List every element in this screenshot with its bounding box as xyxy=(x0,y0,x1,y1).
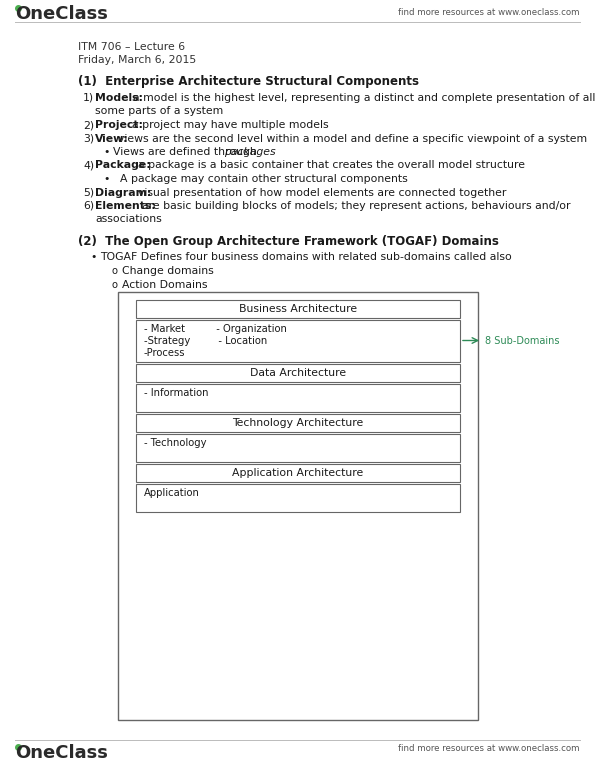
Text: a project may have multiple models: a project may have multiple models xyxy=(132,120,328,130)
Text: 1): 1) xyxy=(83,93,94,103)
Text: Action Domains: Action Domains xyxy=(122,280,208,290)
Text: (1)  Enterprise Architecture Structural Components: (1) Enterprise Architecture Structural C… xyxy=(78,75,419,88)
Text: ITM 706 – Lecture 6: ITM 706 – Lecture 6 xyxy=(78,42,185,52)
Bar xyxy=(136,383,460,411)
Text: o: o xyxy=(112,266,118,276)
Text: associations: associations xyxy=(95,215,162,225)
Text: Project:: Project: xyxy=(95,120,143,130)
Bar xyxy=(118,292,478,720)
Text: find more resources at www.oneclass.com: find more resources at www.oneclass.com xyxy=(399,8,580,17)
Text: Data Architecture: Data Architecture xyxy=(250,367,346,377)
Text: •: • xyxy=(103,147,109,157)
Text: OneClass: OneClass xyxy=(15,5,108,23)
Bar xyxy=(136,413,460,431)
Text: are basic building blocks of models; they represent actions, behaviours and/or: are basic building blocks of models; the… xyxy=(142,201,571,211)
Text: -Process: -Process xyxy=(144,349,186,359)
Text: 6): 6) xyxy=(83,201,94,211)
Text: 2): 2) xyxy=(83,120,94,130)
Bar xyxy=(136,300,460,317)
Bar xyxy=(136,464,460,481)
Text: 3): 3) xyxy=(83,133,94,143)
Text: Application Architecture: Application Architecture xyxy=(233,467,364,477)
Text: Views are defined through: Views are defined through xyxy=(113,147,260,157)
Text: - Technology: - Technology xyxy=(144,438,206,448)
Bar xyxy=(136,434,460,461)
Text: Diagram:: Diagram: xyxy=(95,188,151,197)
Text: Application: Application xyxy=(144,488,200,498)
Text: 8 Sub-Domains: 8 Sub-Domains xyxy=(485,336,559,346)
Text: Models:: Models: xyxy=(95,93,143,103)
Text: Technology Architecture: Technology Architecture xyxy=(233,417,364,427)
Text: Elements:: Elements: xyxy=(95,201,156,211)
Text: views are the second level within a model and define a specific viewpoint of a s: views are the second level within a mode… xyxy=(118,133,587,143)
Text: TOGAF Defines four business domains with related sub-domains called also: TOGAF Defines four business domains with… xyxy=(100,253,512,263)
Text: Package:: Package: xyxy=(95,160,151,170)
Text: View:: View: xyxy=(95,133,129,143)
Text: visual presentation of how model elements are connected together: visual presentation of how model element… xyxy=(138,188,506,197)
Text: A package may contain other structural components: A package may contain other structural c… xyxy=(120,174,408,184)
Bar xyxy=(136,484,460,511)
Text: packages: packages xyxy=(224,147,275,157)
Bar xyxy=(136,320,460,361)
Text: some parts of a system: some parts of a system xyxy=(95,106,223,116)
Text: o: o xyxy=(112,280,118,290)
Text: Change domains: Change domains xyxy=(122,266,214,276)
Text: - Information: - Information xyxy=(144,389,208,399)
Text: 5): 5) xyxy=(83,188,94,197)
Text: 4): 4) xyxy=(83,160,94,170)
Text: - Market          - Organization: - Market - Organization xyxy=(144,324,287,334)
Text: (2)  The Open Group Architecture Framework (TOGAF) Domains: (2) The Open Group Architecture Framewor… xyxy=(78,235,499,247)
Text: a package is a basic container that creates the overall model structure: a package is a basic container that crea… xyxy=(138,160,525,170)
Text: •: • xyxy=(90,253,96,263)
Text: -Strategy         - Location: -Strategy - Location xyxy=(144,336,267,346)
Text: •: • xyxy=(103,174,109,184)
Text: Friday, March 6, 2015: Friday, March 6, 2015 xyxy=(78,55,196,65)
Text: a model is the highest level, representing a distinct and complete presentation : a model is the highest level, representi… xyxy=(133,93,595,103)
Bar xyxy=(136,363,460,381)
Text: find more resources at www.oneclass.com: find more resources at www.oneclass.com xyxy=(399,744,580,753)
Text: Business Architecture: Business Architecture xyxy=(239,303,357,313)
Text: OneClass: OneClass xyxy=(15,744,108,762)
